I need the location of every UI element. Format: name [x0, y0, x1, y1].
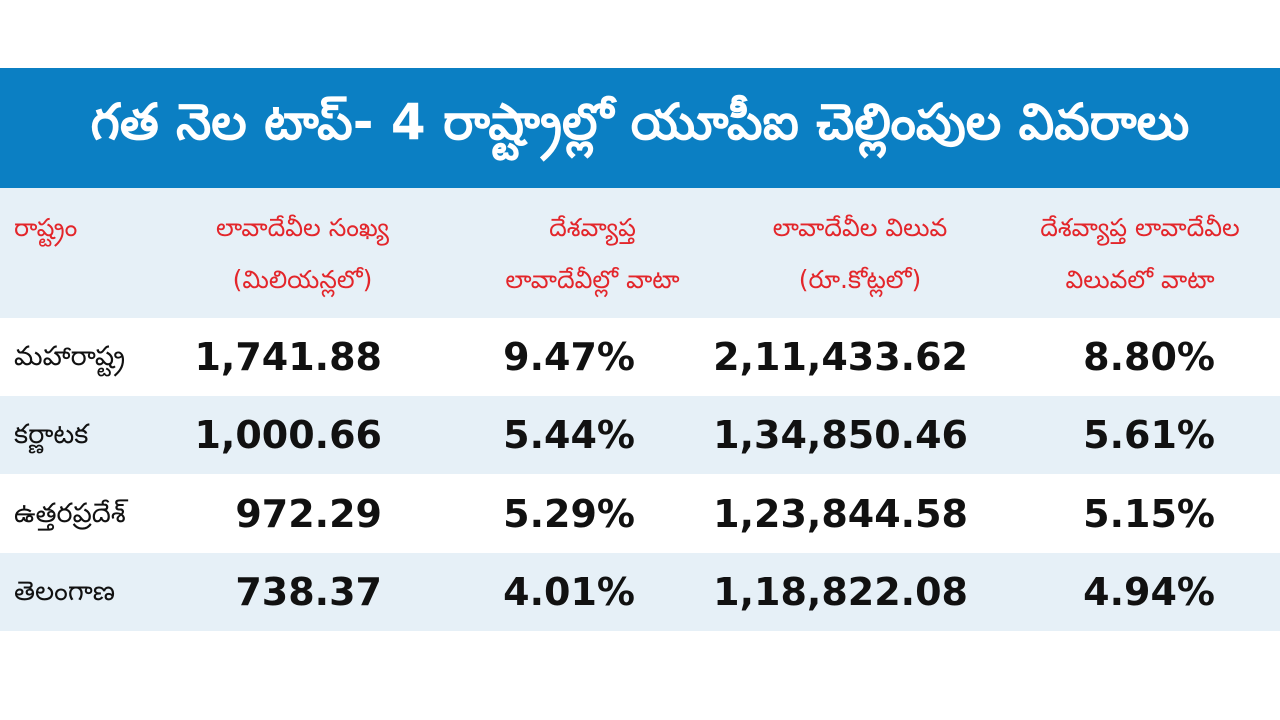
- header-count-share: దేశవ్యాప్త లావాదేవీల్లో వాటా: [465, 202, 720, 306]
- count-share-cell: 9.47%: [503, 335, 635, 379]
- table-row: ఉత్తరప్రదేశ్ 972.29 5.29% 1,23,844.58 5.15%: [0, 475, 1280, 553]
- header-line: (రూ.కోట్లలో): [798, 265, 922, 294]
- header-line: లావాదేవీల్లో వాటా: [505, 265, 680, 294]
- header-state: రాష్ట్రం: [14, 202, 77, 254]
- table-row: తెలంగాణ 738.37 4.01% 1,18,822.08 4.94%: [0, 553, 1280, 631]
- table-header: రాష్ట్రం లావాదేవీల సంఖ్య (మిలియన్లలో) దేశ…: [0, 188, 1280, 318]
- state: ఉత్తరప్రదేశ్: [14, 498, 126, 529]
- count-share-cell: 4.01%: [503, 570, 635, 614]
- header-value: లావాదేవీల విలువ (రూ.కోట్లలో): [735, 202, 985, 306]
- state: కర్ణాటక: [14, 419, 89, 450]
- header-line: లావాదేవీల విలువ: [772, 213, 948, 242]
- value-cell: 1,34,850.46: [713, 413, 968, 457]
- state: మహారాష్ట్ర: [14, 341, 126, 372]
- header-count: లావాదేవీల సంఖ్య (మిలియన్లలో): [180, 202, 425, 306]
- state: తెలంగాణ: [14, 576, 116, 607]
- value-share-cell: 4.94%: [1083, 570, 1215, 614]
- header-line: లావాదేవీల సంఖ్య: [216, 213, 389, 242]
- value-cell: 1,18,822.08: [713, 570, 968, 614]
- table-title: గత నెల టాప్- 4 రాష్ట్రాల్లో యూపీఐ చెల్లి…: [0, 68, 1280, 188]
- count-cell: 972.29: [235, 492, 382, 536]
- value-share-cell: 5.15%: [1083, 492, 1215, 536]
- count-cell: 1,000.66: [194, 413, 382, 457]
- header-line: విలువలో వాటా: [1065, 265, 1215, 294]
- value-cell: 1,23,844.58: [713, 492, 968, 536]
- count-cell: 1,741.88: [194, 335, 382, 379]
- header-line: (మిలియన్లలో): [232, 265, 373, 294]
- value-cell: 2,11,433.62: [713, 335, 968, 379]
- value-share-cell: 5.61%: [1083, 413, 1215, 457]
- table-row: కర్ణాటక 1,000.66 5.44% 1,34,850.46 5.61%: [0, 396, 1280, 474]
- table-row: మహారాష్ట్ర 1,741.88 9.47% 2,11,433.62 8.80%: [0, 318, 1280, 396]
- value-share-cell: 8.80%: [1083, 335, 1215, 379]
- header-line: దేశవ్యాప్త లావాదేవీల: [1040, 213, 1240, 242]
- count-share-cell: 5.29%: [503, 492, 635, 536]
- count-share-cell: 5.44%: [503, 413, 635, 457]
- header-line: దేశవ్యాప్త: [549, 213, 636, 242]
- header-line: రాష్ట్రం: [14, 213, 78, 242]
- header-value-share: దేశవ్యాప్త లావాదేవీల విలువలో వాటా: [1005, 202, 1275, 306]
- count-cell: 738.37: [235, 570, 382, 614]
